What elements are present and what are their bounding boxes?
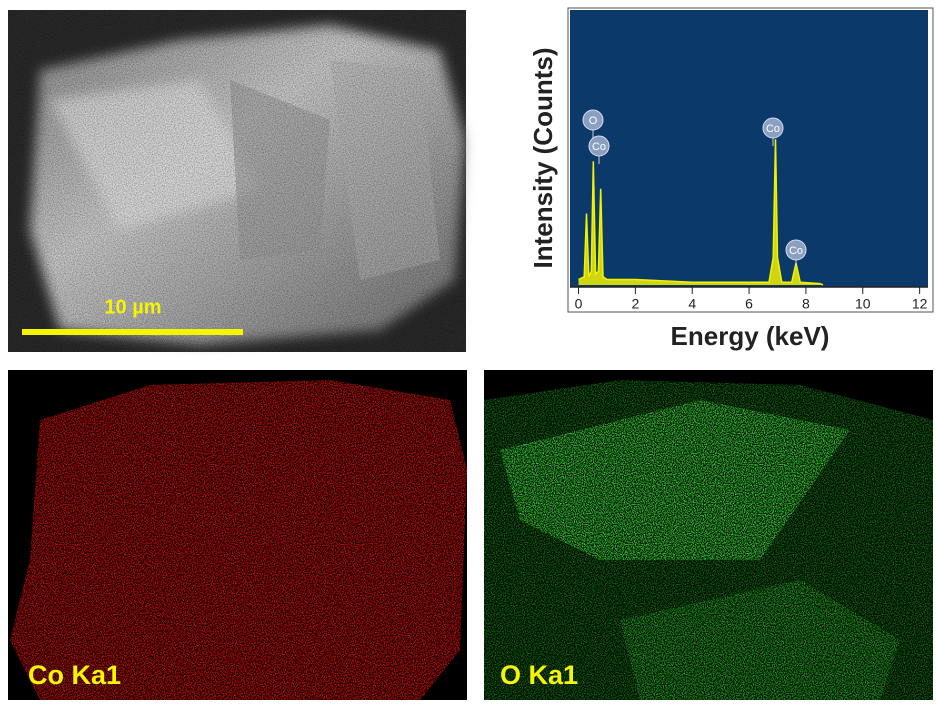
x-axis-label: Energy (keV) [671, 321, 830, 351]
co-map: Co Ka1 [8, 370, 467, 700]
o-map: O Ka1 [484, 370, 933, 700]
peak-label: O [589, 115, 598, 127]
peak-label: Co [592, 141, 606, 153]
y-axis-label: Intensity (Counts) [528, 48, 558, 269]
spectrum-panel: Intensity (Counts) Energy (keV) [528, 8, 933, 351]
x-tick-label: 8 [802, 296, 810, 312]
scale-bar-label: 10 µm [104, 296, 161, 318]
x-tick-label: 2 [631, 296, 639, 312]
x-tick-label: 4 [688, 296, 696, 312]
peak-label: Co [766, 123, 780, 135]
x-tick-label: 10 [855, 296, 871, 312]
x-tick-label: 6 [745, 296, 753, 312]
figure: 10 µm Intensity (Counts) Energy (keV) Co… [0, 0, 937, 706]
x-tick-label: 12 [912, 296, 928, 312]
sem-panel: 10 µm [8, 10, 466, 352]
map-label: O Ka1 [500, 660, 578, 690]
map-label: Co Ka1 [28, 660, 121, 690]
x-tick-label: 0 [575, 296, 583, 312]
peak-label: Co [789, 245, 803, 257]
